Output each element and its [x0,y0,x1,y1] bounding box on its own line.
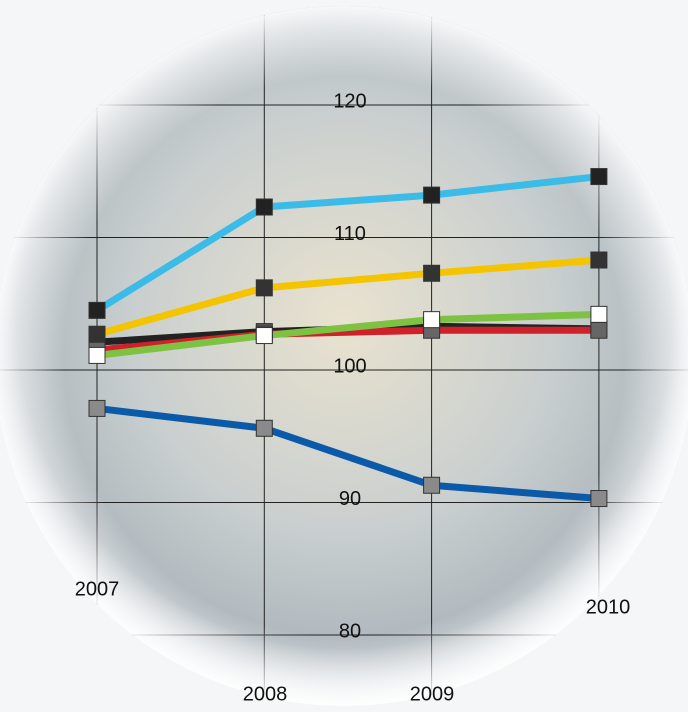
data-point [88,399,106,417]
data-point [423,186,441,204]
data-point [423,311,441,329]
lens-rim [0,6,688,706]
series-line [95,173,600,314]
data-point [88,301,106,319]
data-point [590,305,608,323]
data-point [423,476,441,494]
y-tick-label: 110 [334,223,366,245]
y-tick-label: 120 [333,90,366,112]
series-line [96,310,600,359]
data-point [255,279,273,297]
data-point [255,198,273,216]
y-tick-label: 100 [333,355,366,377]
x-tick-label: 2008 [243,683,288,705]
data-point [590,251,608,269]
y-tick-label: 90 [339,488,361,510]
data-point [255,419,273,437]
data-point [590,321,608,339]
data-point [423,264,441,282]
data-point [590,168,608,186]
data-point [88,346,106,364]
series-line [96,256,600,338]
series-line [96,404,600,503]
x-tick-label: 2010 [586,596,631,618]
data-point [88,325,106,343]
y-tick-label: 80 [339,620,361,642]
x-tick-label: 2009 [410,683,455,705]
data-point [255,327,273,345]
data-point [590,490,608,508]
x-tick-label: 2007 [75,578,120,600]
